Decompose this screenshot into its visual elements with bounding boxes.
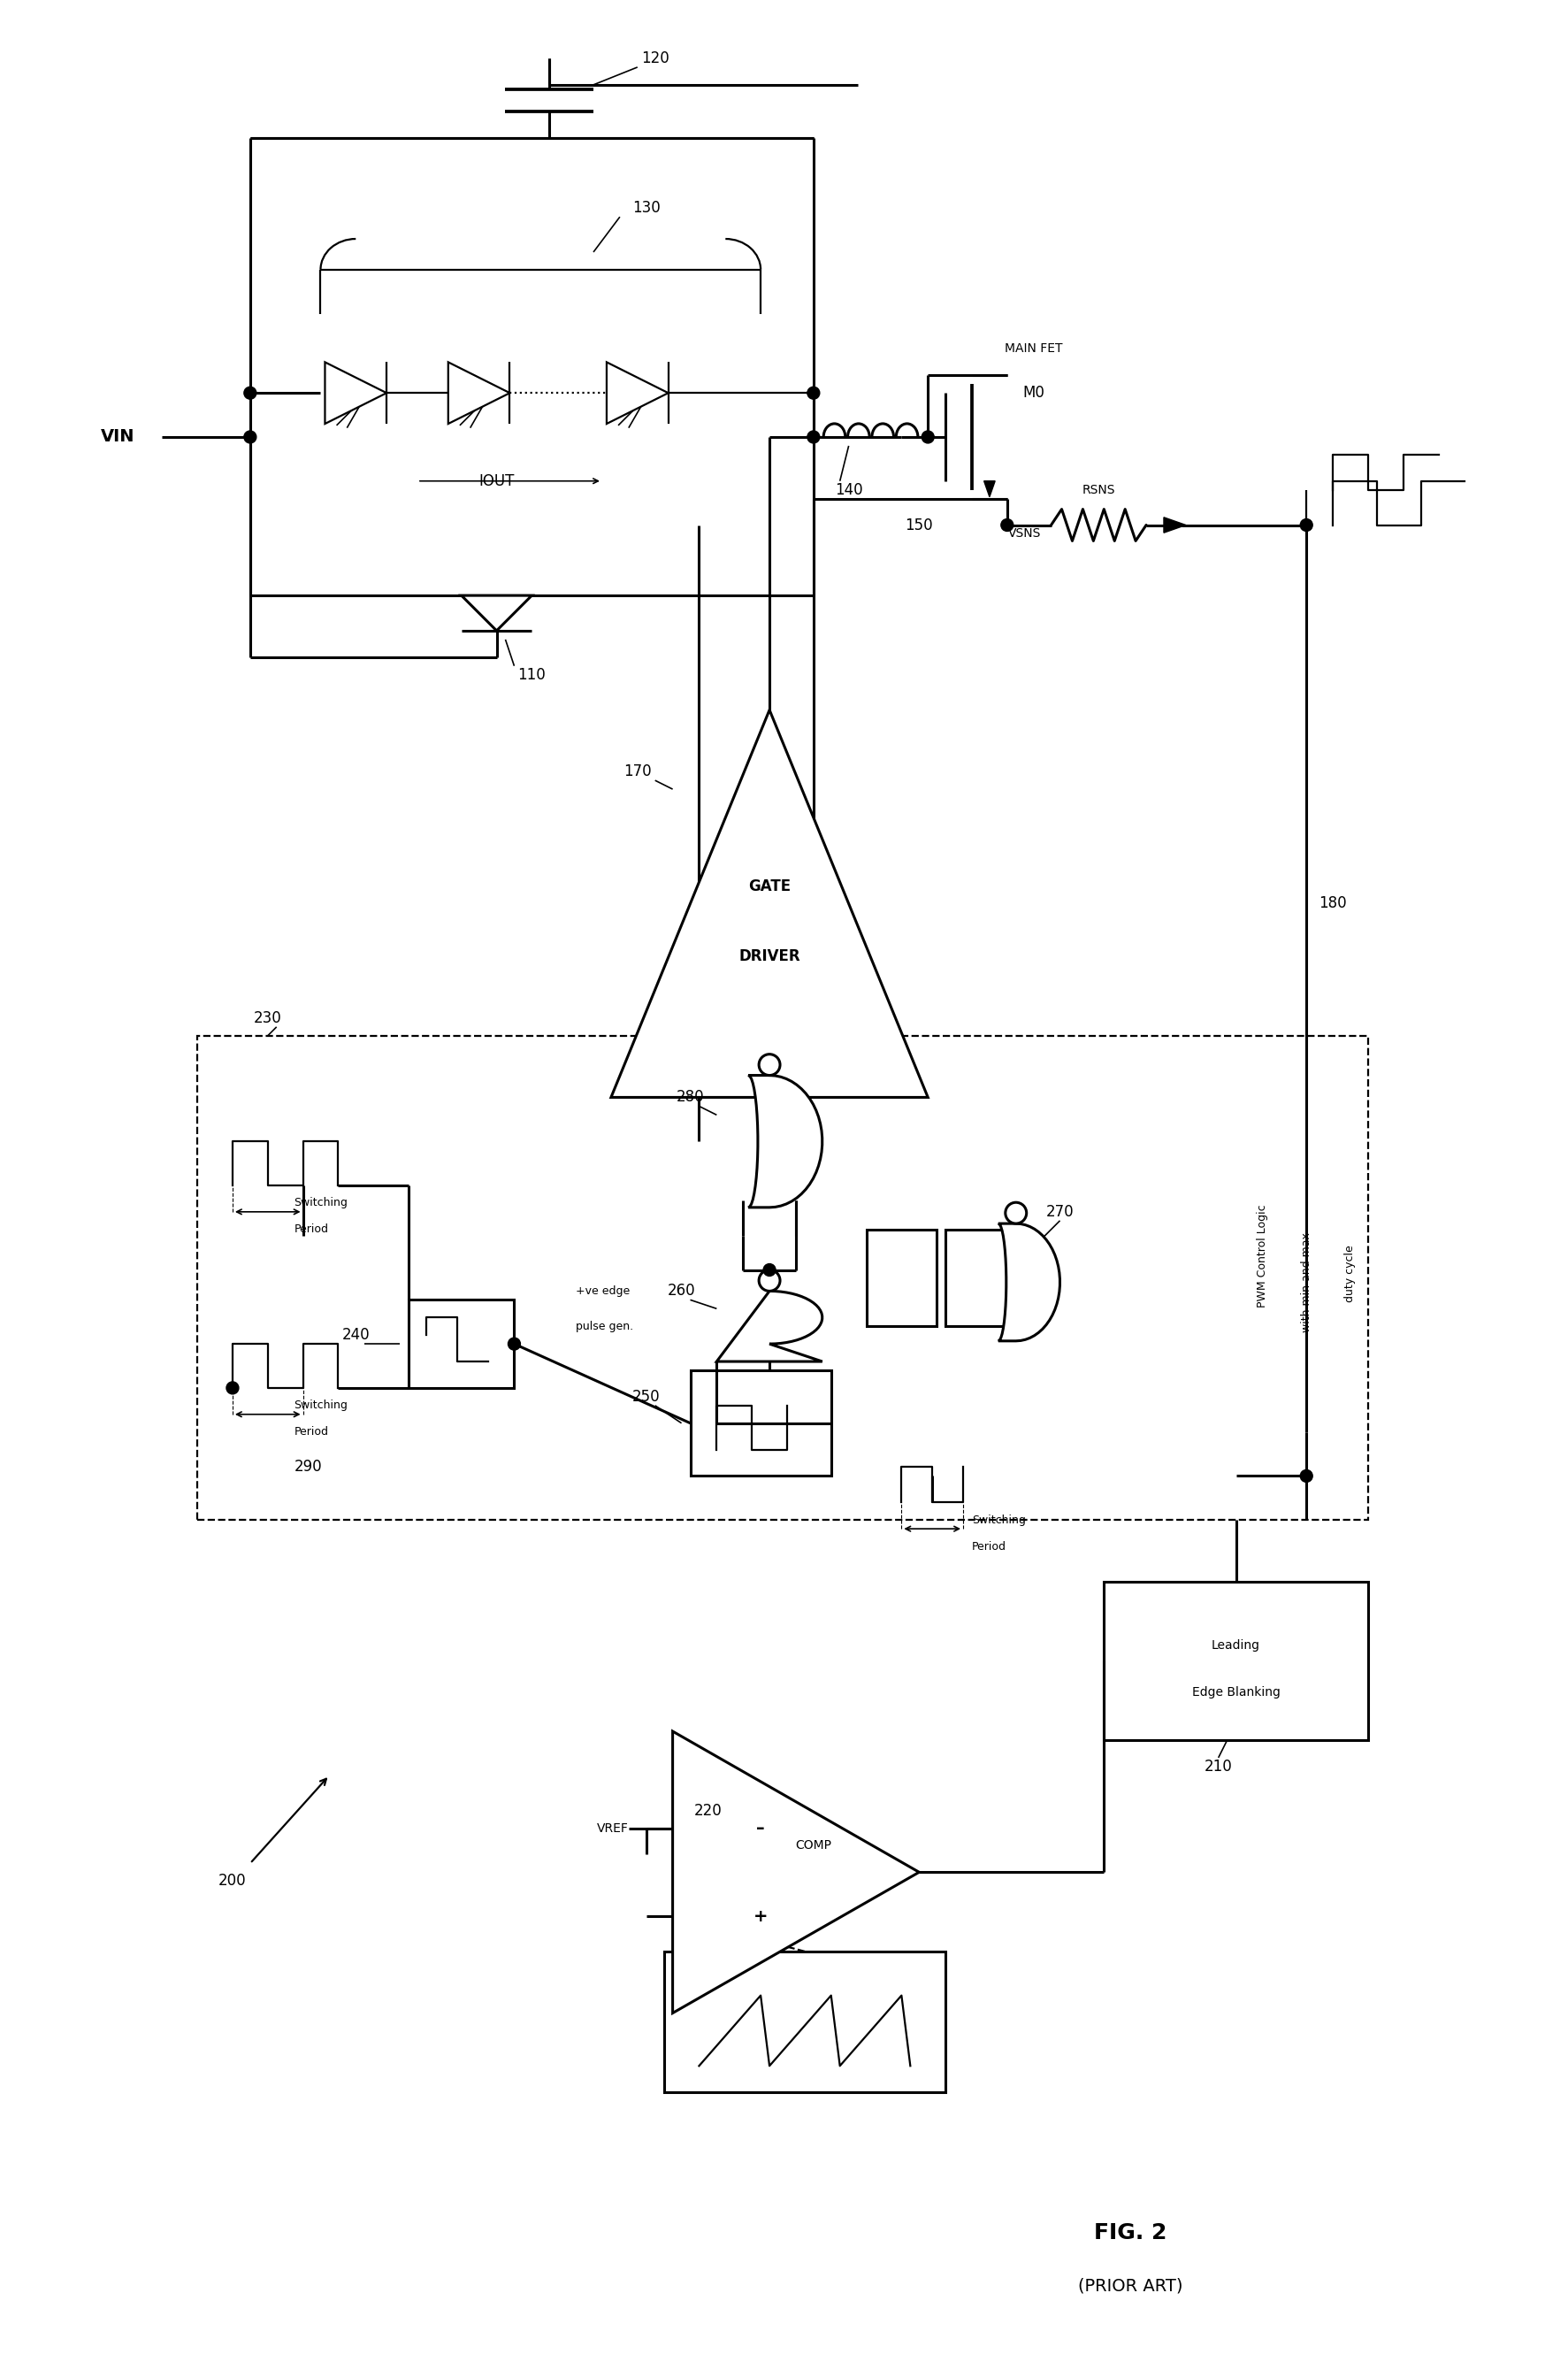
Bar — [690, 1370, 831, 1476]
Text: 230: 230 — [254, 1011, 282, 1025]
Text: 280: 280 — [676, 1089, 704, 1105]
Text: RSNS: RSNS — [1082, 484, 1115, 496]
Text: DRIVER: DRIVER — [739, 950, 800, 964]
Text: MAIN FET: MAIN FET — [1005, 342, 1063, 354]
Text: Leading: Leading — [1212, 1639, 1261, 1651]
Text: 270: 270 — [1046, 1205, 1074, 1219]
Text: VIN: VIN — [100, 428, 135, 446]
Text: Switching: Switching — [972, 1514, 1025, 1526]
Polygon shape — [748, 1075, 822, 1207]
Text: +ve edge: +ve edge — [575, 1285, 630, 1297]
Polygon shape — [325, 361, 387, 423]
Text: 220: 220 — [693, 1802, 721, 1819]
Text: 210: 210 — [1204, 1760, 1232, 1774]
Text: Edge Blanking: Edge Blanking — [1192, 1686, 1279, 1698]
Text: 250: 250 — [632, 1389, 660, 1405]
Circle shape — [922, 430, 935, 444]
Text: 110: 110 — [517, 666, 546, 683]
Text: FIG. 2: FIG. 2 — [1094, 2223, 1167, 2244]
Text: duty cycle: duty cycle — [1345, 1245, 1356, 1301]
Text: 240: 240 — [342, 1327, 370, 1344]
Text: –: – — [756, 1819, 765, 1838]
Circle shape — [245, 387, 256, 399]
Circle shape — [1000, 520, 1013, 531]
Text: 120: 120 — [641, 50, 670, 66]
Text: GATE: GATE — [748, 879, 790, 893]
Text: VREF: VREF — [597, 1821, 629, 1835]
Bar — [866, 1231, 936, 1327]
Text: 170: 170 — [624, 763, 651, 779]
Text: Period: Period — [295, 1427, 329, 1438]
Text: Period: Period — [972, 1540, 1007, 1552]
Polygon shape — [985, 482, 996, 496]
Text: Switching: Switching — [295, 1198, 348, 1209]
Circle shape — [764, 1264, 776, 1275]
Polygon shape — [999, 1224, 1060, 1342]
Circle shape — [808, 387, 820, 399]
Polygon shape — [673, 1731, 919, 2012]
Circle shape — [808, 430, 820, 444]
Bar — [198, 1035, 1367, 1521]
Polygon shape — [461, 595, 532, 631]
Text: PWM Control Logic: PWM Control Logic — [1256, 1205, 1269, 1309]
Bar — [663, 1951, 946, 2093]
Polygon shape — [448, 361, 510, 423]
Text: 200: 200 — [218, 1873, 246, 1890]
Circle shape — [508, 1337, 521, 1351]
Polygon shape — [1163, 517, 1185, 534]
Circle shape — [759, 1053, 779, 1075]
Text: COMP: COMP — [795, 1840, 831, 1852]
Text: pulse gen.: pulse gen. — [575, 1320, 633, 1332]
Circle shape — [1300, 1469, 1312, 1481]
Text: 180: 180 — [1319, 895, 1347, 912]
Text: Switching: Switching — [295, 1401, 348, 1410]
Circle shape — [1300, 520, 1312, 531]
Text: M0: M0 — [1022, 385, 1044, 402]
Polygon shape — [612, 711, 928, 1098]
Text: 290: 290 — [295, 1460, 321, 1476]
Circle shape — [226, 1382, 238, 1394]
Text: 150: 150 — [905, 517, 933, 534]
Text: 130: 130 — [632, 201, 660, 215]
Text: IOUT: IOUT — [478, 472, 514, 489]
Polygon shape — [717, 1292, 822, 1361]
Bar — [409, 1299, 514, 1389]
Text: 140: 140 — [834, 482, 862, 498]
Polygon shape — [607, 361, 668, 423]
Text: 260: 260 — [668, 1283, 696, 1299]
Bar — [946, 1231, 1016, 1327]
Text: +: + — [753, 1908, 768, 1925]
Text: Period: Period — [295, 1224, 329, 1235]
Text: (PRIOR ART): (PRIOR ART) — [1077, 2277, 1182, 2294]
Circle shape — [1005, 1202, 1027, 1224]
Circle shape — [245, 430, 256, 444]
Circle shape — [759, 1271, 779, 1292]
Bar — [1104, 1583, 1367, 1741]
Text: with min and max: with min and max — [1301, 1233, 1312, 1332]
Text: VSNS: VSNS — [1008, 527, 1041, 541]
